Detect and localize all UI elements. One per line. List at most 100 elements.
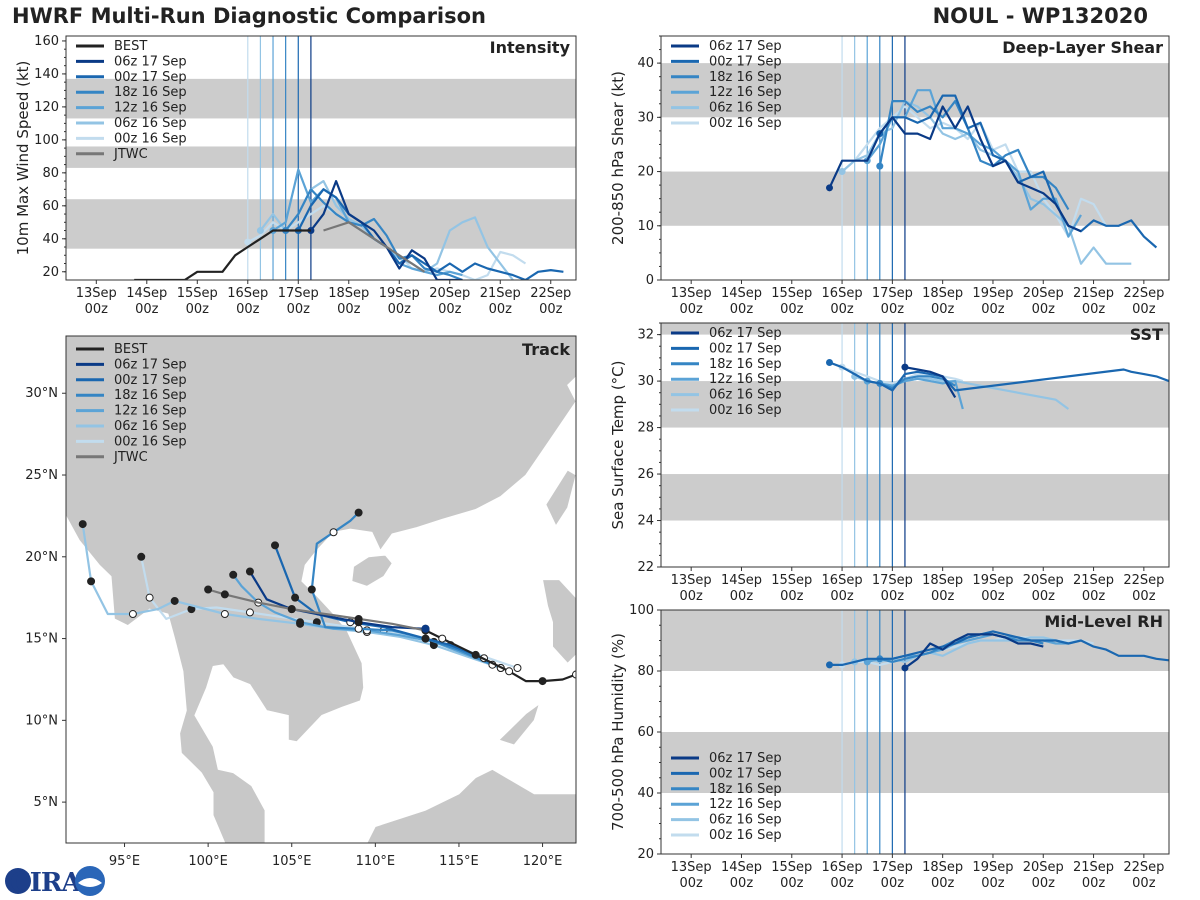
- legend-label: 06z 17 Sep: [114, 54, 187, 69]
- track-00z-17-sep-marker: [291, 593, 300, 602]
- track-06z-16-sep-marker: [78, 520, 87, 529]
- lat-tick-label: 25°N: [25, 468, 58, 483]
- track-06z-16-sep-marker: [128, 610, 137, 619]
- legend-label: 12z 16 Sep: [114, 101, 187, 116]
- legend-label: 00z 16 Sep: [709, 116, 782, 131]
- legend-label: 18z 16 Sep: [709, 357, 782, 372]
- x-tick-label: 00z: [830, 589, 854, 604]
- x-tick-label: 00z: [489, 302, 513, 317]
- legend-label: 18z 16 Sep: [709, 70, 782, 85]
- x-tick-label: 00z: [931, 876, 955, 891]
- legend-label: 00z 17 Sep: [709, 766, 782, 781]
- x-tick-label: 22Sep: [1123, 860, 1164, 875]
- legend-label: 12z 16 Sep: [114, 404, 187, 419]
- x-tick-label: 00z: [881, 589, 905, 604]
- x-tick-label: 00z: [135, 302, 159, 317]
- threshold-band: [661, 732, 1169, 793]
- legend-label: 00z 16 Sep: [114, 131, 187, 146]
- series-line-06z-17-sep: [828, 105, 1082, 233]
- series-start-marker: [901, 363, 909, 371]
- best-track-marker: [572, 670, 576, 679]
- x-tick-label: 15Sep: [771, 860, 812, 875]
- series-line-06z-17-sep: [904, 633, 1044, 669]
- legend-label: 00z 17 Sep: [114, 70, 187, 85]
- main-title: HWRF Multi-Run Diagnostic Comparison: [12, 4, 487, 28]
- x-tick-label: 00z: [1082, 589, 1106, 604]
- jtwc-line: [323, 221, 426, 273]
- x-tick-label: 00z: [830, 876, 854, 891]
- cira-logo-globe-icon: [5, 868, 31, 894]
- legend-label: 06z 17 Sep: [709, 326, 782, 341]
- x-tick-label: 20Sep: [429, 286, 470, 301]
- x-tick-label: 18Sep: [922, 860, 963, 875]
- x-tick-label: 00z: [780, 876, 804, 891]
- x-tick-label: 00z: [730, 589, 754, 604]
- track-00z-16-sep-marker: [145, 593, 154, 602]
- legend-label: 00z 16 Sep: [114, 434, 187, 449]
- lon-tick-label: 95°E: [109, 854, 140, 869]
- legend-label: BEST: [114, 342, 147, 357]
- x-tick-label: 16Sep: [822, 860, 863, 875]
- series-start-marker: [256, 227, 264, 235]
- threshold-band: [66, 78, 576, 119]
- y-tick-label: 60: [637, 725, 654, 740]
- series-start-marker: [825, 359, 833, 367]
- panel-title: SST: [1130, 325, 1163, 344]
- lon-tick-label: 105°E: [272, 854, 312, 869]
- y-tick-label: 100: [629, 603, 654, 618]
- plot-area: [825, 359, 1169, 410]
- x-tick-label: 13Sep: [671, 286, 712, 301]
- legend-label: 18z 16 Sep: [709, 782, 782, 797]
- x-tick-label: 17Sep: [872, 286, 913, 301]
- x-tick-label: 00z: [730, 876, 754, 891]
- y-axis-label: 200-850 hPa Shear (kt): [609, 71, 627, 245]
- plot-area: [134, 168, 564, 280]
- legend-label: JTWC: [113, 147, 148, 162]
- x-tick-label: 22Sep: [1123, 573, 1164, 588]
- legend-label: 12z 16 Sep: [709, 372, 782, 387]
- track-06z-16-sep-marker: [220, 610, 229, 619]
- track-18z-16-sep-marker: [307, 585, 316, 594]
- lon-tick-label: 115°E: [439, 854, 479, 869]
- x-tick-label: 00z: [981, 589, 1005, 604]
- axes-frame: [660, 322, 1170, 568]
- track-06z-16-sep-marker: [87, 577, 96, 586]
- panel-sst: 13Sep00z14Sep00z15Sep00z16Sep00z17Sep00z…: [609, 322, 1170, 604]
- x-tick-label: 00z: [881, 876, 905, 891]
- x-tick-label: 00z: [679, 876, 703, 891]
- y-tick-label: 20: [637, 165, 654, 180]
- x-tick-label: 18Sep: [328, 286, 369, 301]
- y-tick-label: 0: [646, 273, 654, 288]
- legend-label: 06z 16 Sep: [709, 101, 782, 116]
- track-00z-16-sep-marker: [245, 608, 254, 617]
- best-track: [425, 629, 576, 683]
- track-06z-16-sep-marker: [170, 596, 179, 605]
- x-tick-label: 00z: [730, 302, 754, 317]
- y-tick-label: 140: [34, 67, 59, 82]
- lat-tick-label: 20°N: [25, 550, 58, 565]
- track-18z-16-sep-marker: [354, 624, 363, 633]
- legend-label: 06z 16 Sep: [709, 813, 782, 828]
- axes-frame: [65, 35, 577, 281]
- axes-frame: [65, 335, 577, 844]
- track-06z-17-sep: [248, 570, 426, 630]
- panel-title: Mid-Level RH: [1044, 612, 1163, 631]
- best-track-line: [134, 229, 311, 280]
- legend-label: 06z 17 Sep: [709, 39, 782, 54]
- y-axis-label: 10m Max Wind Speed (kt): [14, 61, 32, 256]
- cira-logo-text: CIRA: [10, 868, 82, 898]
- track-00z-17-sep-marker: [421, 634, 430, 643]
- y-tick-label: 40: [637, 786, 654, 801]
- legend-label: 18z 16 Sep: [114, 85, 187, 100]
- series-line-18z-16-sep: [879, 375, 956, 390]
- x-tick-label: 00z: [1032, 589, 1056, 604]
- lon-tick-label: 100°E: [188, 854, 228, 869]
- jtwc-track-marker: [354, 614, 363, 623]
- series-line-00z-16-sep: [841, 105, 1108, 238]
- y-tick-label: 120: [34, 100, 59, 115]
- x-tick-label: 21Sep: [1073, 860, 1114, 875]
- x-tick-label: 22Sep: [1123, 286, 1164, 301]
- y-tick-label: 80: [637, 664, 654, 679]
- x-tick-label: 13Sep: [76, 286, 117, 301]
